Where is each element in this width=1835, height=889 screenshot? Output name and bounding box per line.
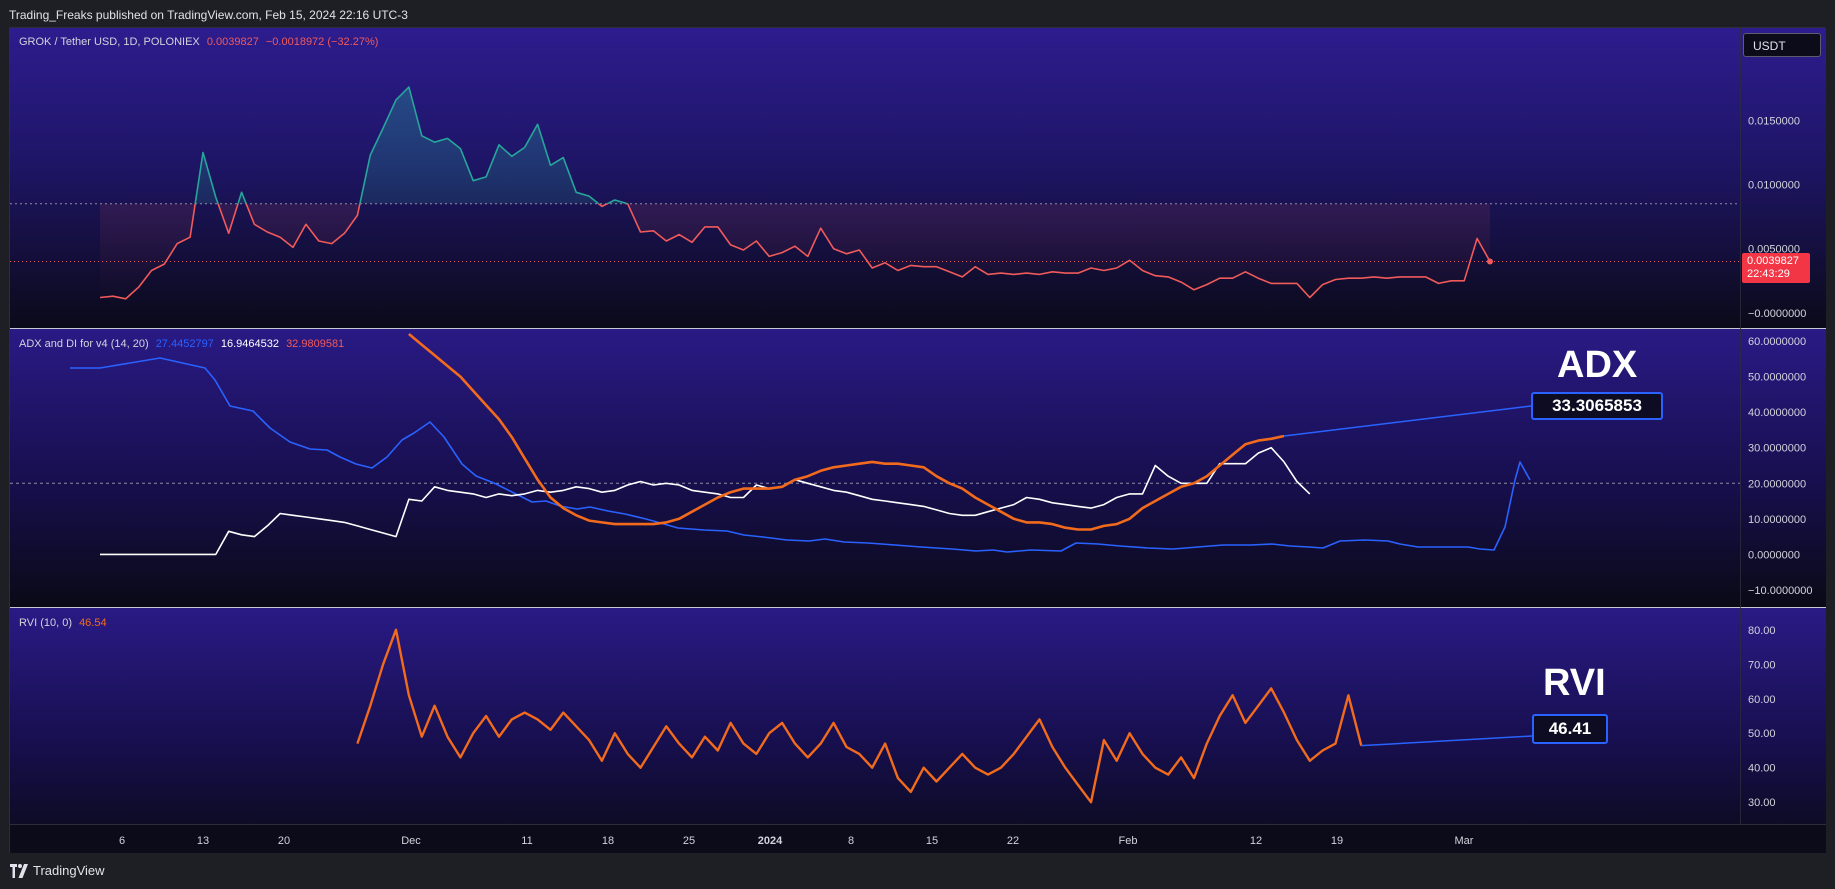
x-tick-label: 18 [602, 835, 614, 847]
y-tick-label: 30.0000000 [1748, 443, 1806, 455]
rvi-line [356, 628, 1363, 804]
price-axis-divider [1740, 28, 1741, 824]
di-plus-line [70, 357, 1531, 553]
y-tick-label: 50.00 [1748, 728, 1776, 740]
price-line-down [99, 203, 1491, 300]
price-change: −0.0018972 (−32.27%) [265, 36, 379, 48]
publish-text: Trading_Freaks published on TradingView.… [9, 8, 408, 22]
rvi-callout-pointer [1361, 735, 1533, 747]
symbol-label: GROK / Tether USD, 1D, POLONIEX [19, 36, 200, 48]
x-tick-label: 20 [278, 835, 290, 847]
di-minus-value: 16.9464532 [220, 338, 279, 350]
x-tick-label: Feb [1119, 835, 1138, 847]
x-axis: 6 13 20 Dec 11 18 25 2024 8 15 22 Feb 12 19 Mar [119, 835, 1474, 847]
price-series [10, 86, 1740, 300]
rvi-value: 46.54 [79, 617, 107, 629]
y-tick-label: 30.00 [1748, 797, 1776, 809]
publish-header: Trading_Freaks published on TradingView.… [0, 0, 1835, 27]
y-axis-pane-3: 80.00 70.00 60.00 50.00 40.00 30.00 [1748, 625, 1776, 809]
y-tick-label: 40.0000000 [1748, 407, 1806, 419]
y-tick-label: −0.0000000 [1748, 308, 1806, 320]
adx-callout-pointer [1283, 405, 1532, 437]
time-axis[interactable] [10, 824, 1826, 854]
y-tick-label: 60.0000000 [1748, 336, 1806, 348]
last-price-point [1486, 258, 1493, 265]
price-value: 0.0039827 [206, 36, 259, 48]
price-area-down [100, 203, 1490, 299]
last-price-value: 0.0039827 [1747, 255, 1799, 267]
tradingview-brand: TradingView [33, 863, 105, 878]
pane-separator-1[interactable] [10, 328, 1826, 329]
x-tick-label: 2024 [758, 835, 783, 847]
y-tick-label: 80.00 [1748, 625, 1776, 637]
bar-countdown: 22:43:29 [1747, 268, 1790, 280]
rvi-legend: RVI (10, 0) 46.54 [19, 617, 111, 629]
price-legend: GROK / Tether USD, 1D, POLONIEX 0.003982… [19, 36, 382, 48]
x-tick-label: 12 [1250, 835, 1262, 847]
x-tick-label: 13 [197, 835, 209, 847]
y-tick-label: 20.0000000 [1748, 478, 1806, 490]
currency-button[interactable]: USDT [1743, 33, 1821, 57]
adx-line [408, 332, 1285, 531]
x-tick-label: 19 [1331, 835, 1343, 847]
y-tick-label: 10.0000000 [1748, 514, 1806, 526]
footer: TradingView [0, 853, 1835, 889]
di-plus-value: 27.4452797 [155, 338, 214, 350]
x-tick-label: Dec [401, 835, 421, 847]
rvi-annotation-label: RVI [1543, 662, 1606, 704]
adx-legend: ADX and DI for v4 (14, 20) 27.4452797 16… [19, 338, 348, 350]
pane-separator-2[interactable] [10, 607, 1826, 608]
y-axis-pane-1: 0.0150000 0.0100000 0.0050000 −0.0000000 [1748, 115, 1806, 319]
x-tick-label: 11 [521, 835, 532, 847]
y-tick-label: 40.00 [1748, 763, 1776, 775]
x-tick-label: 22 [1007, 835, 1019, 847]
tradingview-logo-icon [10, 863, 28, 878]
tradingview-logo[interactable]: TradingView [9, 863, 105, 878]
y-tick-label: 0.0000000 [1748, 549, 1800, 561]
x-tick-label: 6 [119, 835, 125, 847]
x-tick-label: 8 [848, 835, 854, 847]
rvi-indicator-name: RVI (10, 0) [19, 617, 72, 629]
chart-svg: 0.01500000.01000000.0050000−0.000000060.… [10, 86, 1813, 847]
last-price-tag: 0.0039827 22:43:29 [1742, 253, 1810, 283]
adx-indicator-name: ADX and DI for v4 (14, 20) [19, 338, 149, 350]
y-tick-label: 50.0000000 [1748, 372, 1806, 384]
di-minus-line [100, 446, 1311, 556]
rvi-series-group [356, 628, 1533, 804]
y-axis-pane-2: 60.0000000 50.0000000 40.0000000 30.0000000… [1748, 336, 1813, 597]
adx-value: 32.9809581 [286, 338, 345, 350]
x-tick-label: 25 [683, 835, 695, 847]
y-tick-label: 60.00 [1748, 694, 1776, 706]
chart-container[interactable]: 0.0150000 0.0100000 0.0050000 −0.0000000 60.… [9, 27, 1826, 854]
price-area-up [100, 87, 1490, 204]
y-tick-label: 70.00 [1748, 659, 1776, 671]
y-tick-label: 0.0150000 [1748, 115, 1800, 127]
x-tick-label: Mar [1455, 835, 1474, 847]
y-tick-label: 0.0100000 [1748, 180, 1800, 192]
rvi-annotation-callout: 46.41 [1532, 714, 1608, 744]
x-tick-label: 15 [926, 835, 938, 847]
rvi-pane[interactable] [10, 608, 1826, 854]
adx-annotation-callout: 33.3065853 [1531, 392, 1663, 420]
adx-series-group [10, 332, 1740, 556]
y-tick-label: 0.0050000 [1748, 244, 1800, 256]
price-pane[interactable] [10, 28, 1826, 328]
adx-annotation-label: ADX [1557, 344, 1638, 386]
y-tick-label: −10.0000000 [1748, 585, 1813, 597]
